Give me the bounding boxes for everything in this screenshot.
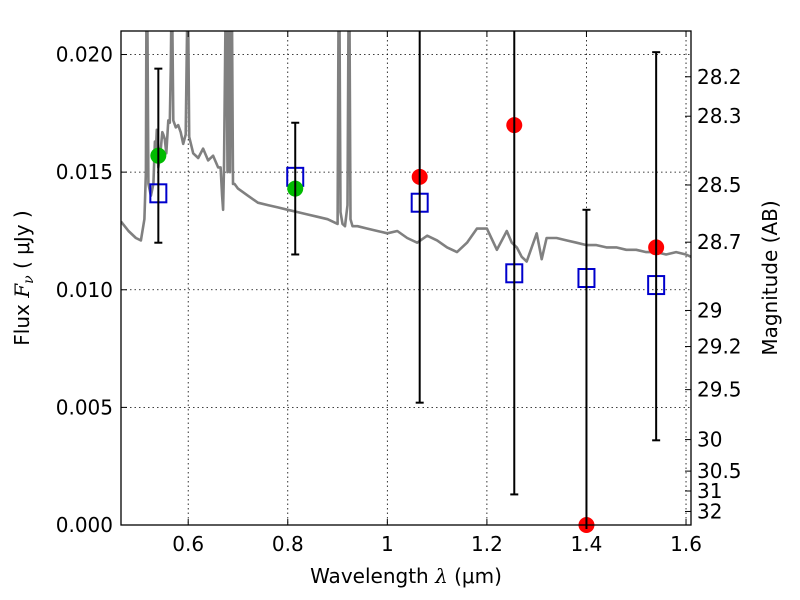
x-axis-label: Wavelength λ (μm) [310, 564, 502, 588]
magnitude-tick-label: 29.2 [697, 335, 742, 359]
y-tick-label: 0.000 [56, 513, 113, 537]
y-axis-label-symbol: F [10, 283, 34, 299]
x-axis-label-unit: (μm) [448, 564, 502, 588]
data-layer [121, 31, 691, 263]
x-axis-label-prefix: Wavelength [310, 564, 435, 588]
x-tick-label: 0.6 [172, 532, 204, 556]
x-tick-label: 1.6 [670, 532, 702, 556]
x-tick-label: 1 [381, 532, 394, 556]
x-axis-label-symbol: λ [434, 564, 448, 588]
magnitude-tick-label: 28.5 [697, 173, 742, 197]
y2-axis-label: Magnitude (AB) [758, 200, 782, 355]
y-axis-label: Flux Fν ( μJy ) [10, 210, 37, 345]
x-tick-label: 0.8 [272, 532, 304, 556]
x-tick-label: 1.4 [571, 532, 603, 556]
magnitude-tick-label: 30 [697, 428, 722, 452]
magnitude-tick-label: 31 [697, 479, 722, 503]
y-axis-label-prefix: Flux [10, 298, 34, 346]
magnitude-tick-label: 28.3 [697, 104, 742, 128]
y-tick-label: 0.020 [56, 43, 113, 67]
plot-background [121, 31, 691, 525]
magnitude-tick-label: 32 [697, 499, 722, 523]
plot-frame [120, 30, 692, 526]
magnitude-tick-label: 28.7 [697, 230, 742, 254]
magnitude-tick-label: 30.5 [697, 459, 742, 483]
model-spectrum-line [121, 31, 691, 263]
magnitude-tick-label: 29 [697, 298, 722, 322]
y-tick-label: 0.015 [56, 160, 113, 184]
y-tick-label: 0.010 [56, 278, 113, 302]
tick-layer: 0.6 0.8 1 1.2 1.4 1.6 0.000 0.005 0.010 0.015 0.02… [56, 31, 742, 556]
x-tick-label: 1.2 [471, 532, 503, 556]
y-axis-label-unit: ( μJy ) [10, 210, 34, 275]
y-axis-label-subscript: ν [21, 275, 37, 284]
errorbar-layer [149, 31, 666, 533]
magnitude-tick-label: 29.5 [697, 378, 742, 402]
y-tick-label: 0.005 [56, 395, 113, 419]
magnitude-tick-label: 28.2 [697, 65, 742, 89]
